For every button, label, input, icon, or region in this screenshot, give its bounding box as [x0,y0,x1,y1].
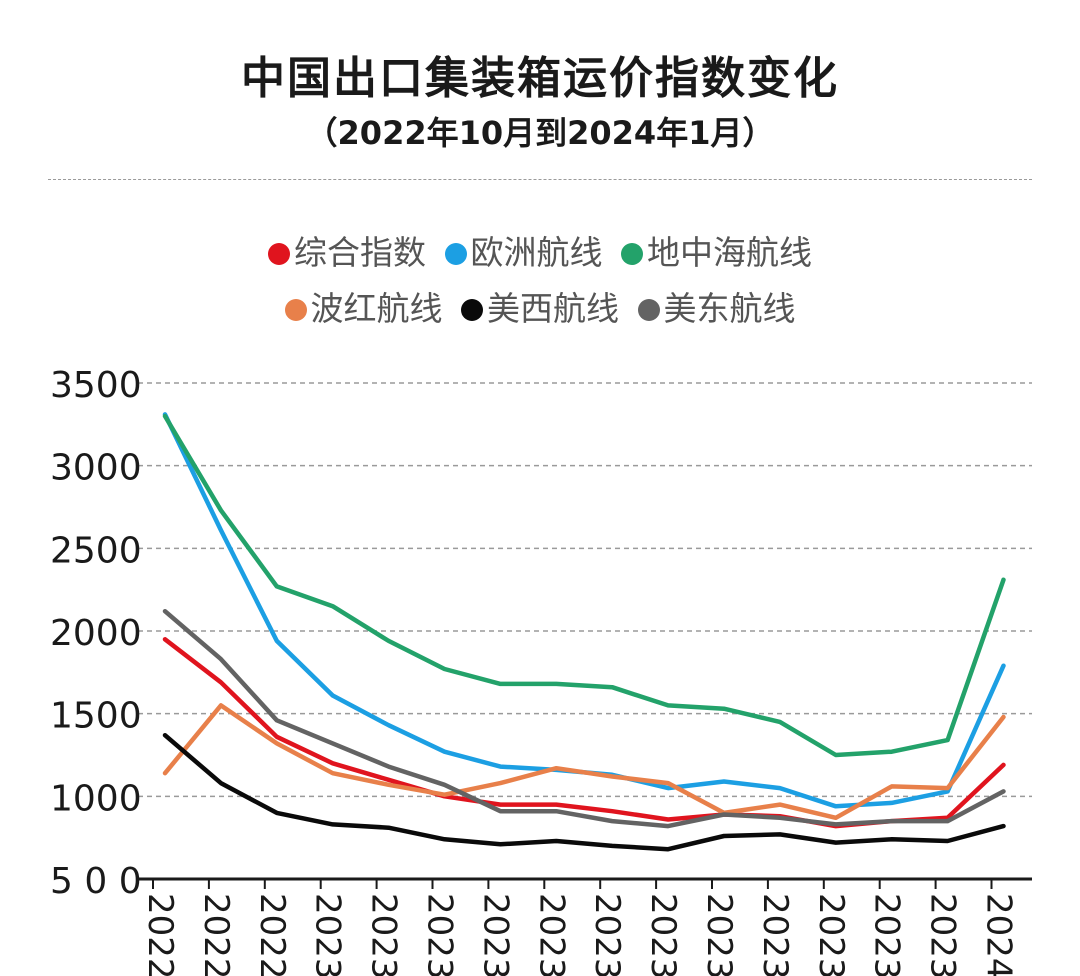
x-tick-label: 2023.1 [923,893,963,976]
x-tick-label: 2023. [364,893,404,976]
x-tick-label: 2022.1 [196,893,236,976]
legend-row-1: 综合指数 欧洲航线 地中海航线 [0,226,1080,274]
x-tick-label: 2023. [755,893,795,976]
x-tick-label: 2023. [643,893,683,976]
x-tick-label: 2023. [475,893,515,976]
legend-label-us-west: 美西航线 [487,289,619,328]
x-tick-label: 2023.1 [867,893,907,976]
y-tick-label: 1500 [50,696,142,737]
y-tick-label: 5 0 0 [50,861,142,902]
y-tick-label: 1000 [50,778,142,819]
chart-subtitle: （2022年10月到2024年1月） [305,114,775,152]
series-line-4 [162,732,1006,852]
series-line-1 [162,412,1006,809]
divider [48,179,1032,180]
legend-item-composite: 综合指数 [268,226,426,274]
legend-dot-persian-red-sea [284,299,307,321]
y-tick-label: 3500 [50,365,142,406]
y-tick-label: 2000 [50,613,142,654]
legend-dot-mediterranean [621,243,643,265]
x-tick-label: 2022.1 [252,893,292,976]
legend-label-mediterranean: 地中海航线 [647,233,812,272]
legend-dot-us-west [461,299,483,321]
x-tick-label: 2024. [979,893,1019,976]
x-tick-label: 2023.1 [811,893,851,976]
y-tick-label: 3000 [50,448,142,489]
legend-item-persian-red-sea: 波红航线 [284,282,443,330]
legend-item-us-east: 美东航线 [637,282,796,330]
y-tick-label: 2500 [50,530,142,571]
x-tick-label: 2022.1 [140,893,180,976]
series-line-3 [162,703,1006,821]
x-tick-label: 2023. [420,893,460,976]
legend-label-composite: 综合指数 [294,233,426,272]
chart-title: 中国出口集装箱运价指数变化 [241,53,839,104]
series-line-2 [162,413,1006,758]
legend-label-persian-red-sea: 波红航线 [310,289,443,328]
legend-item-mediterranean: 地中海航线 [621,226,812,274]
x-tick-label: 2023. [531,893,571,976]
legend-item-us-west: 美西航线 [461,282,619,330]
legend-item-europe: 欧洲航线 [444,226,603,274]
legend-dot-composite [268,243,290,265]
legend-dot-europe [444,243,467,265]
x-tick-label: 2023. [587,893,627,976]
legend-label-europe: 欧洲航线 [470,233,603,272]
legend-label-us-east: 美东航线 [663,289,796,328]
x-tick-label: 2023. [308,893,348,976]
legend-row-2: 波红航线 美西航线 美东航线 [0,282,1080,330]
legend-dot-us-east [637,299,660,321]
series-line-0 [162,637,1006,829]
x-tick-label: 2023. [699,893,739,976]
series-line-5 [162,608,1006,829]
